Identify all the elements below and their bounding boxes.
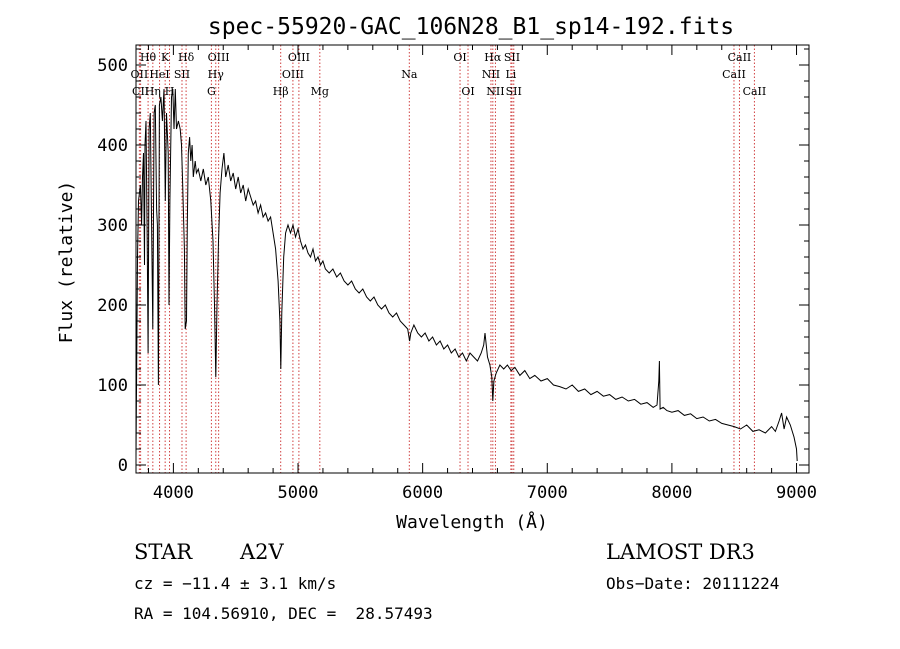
redshift-cz: cz = −11.4 ± 3.1 km/s xyxy=(134,574,337,593)
x-tick-label: 6000 xyxy=(402,483,443,503)
line-marker-label: SII xyxy=(506,85,522,98)
y-axis-ticks: 0 100 200 300 400 500 xyxy=(97,48,809,476)
x-axis-label: Wavelength (Å) xyxy=(396,511,548,533)
observation-date: Obs−Date: 20111224 xyxy=(606,574,780,593)
line-marker-label: HeI xyxy=(149,68,169,81)
line-marker-label: Hγ xyxy=(208,68,225,81)
chart-title: spec-55920-GAC_106N28_B1_sp14-192.fits xyxy=(208,14,734,40)
line-marker-label: Hθ xyxy=(140,51,157,64)
line-marker-label: SII xyxy=(504,51,520,64)
object-class: STAR xyxy=(134,540,193,564)
y-tick-label: 300 xyxy=(97,216,128,236)
line-marker-label: Hα xyxy=(484,51,502,64)
spectrum-line xyxy=(135,88,798,462)
x-tick-label: 8000 xyxy=(651,483,692,503)
line-marker-label: NII xyxy=(482,68,500,81)
y-tick-label: 0 xyxy=(118,456,128,476)
line-marker-label: OIII xyxy=(288,51,310,64)
line-marker-label: Hδ xyxy=(178,51,195,64)
plot-frame xyxy=(135,44,810,474)
line-marker-label: OII xyxy=(131,68,149,81)
line-marker-label: CaII xyxy=(728,51,752,64)
line-marker-label: G xyxy=(207,85,216,98)
line-marker-label: H xyxy=(165,85,175,98)
line-marker-label: Li xyxy=(505,68,516,81)
x-tick-label: 5000 xyxy=(278,483,319,503)
x-axis-ticks: 4000 5000 6000 7000 8000 9000 xyxy=(147,45,817,503)
y-axis-label: Flux (relative) xyxy=(56,181,77,344)
line-marker-label: CaII xyxy=(722,68,746,81)
survey-label: LAMOST DR3 xyxy=(606,540,755,564)
coordinates: RA = 104.56910, DEC = 28.57493 xyxy=(134,604,433,623)
line-marker-label: OI xyxy=(461,85,474,98)
line-marker-label: Hη xyxy=(145,85,161,98)
line-marker-label: CaII xyxy=(743,85,767,98)
line-marker-label: OIII xyxy=(208,51,230,64)
line-marker-label: SII xyxy=(174,68,190,81)
line-marker-label: OI xyxy=(453,51,466,64)
y-tick-label: 100 xyxy=(97,376,128,396)
line-marker-label: Na xyxy=(401,68,418,81)
line-marker-label: Mg xyxy=(311,85,329,98)
y-tick-label: 500 xyxy=(97,56,128,76)
line-marker-label: K xyxy=(161,51,170,64)
line-marker-label: Hβ xyxy=(273,85,289,98)
x-tick-label: 4000 xyxy=(153,483,194,503)
object-subclass: A2V xyxy=(240,540,284,564)
x-tick-label: 9000 xyxy=(776,483,817,503)
y-tick-label: 400 xyxy=(97,136,128,156)
line-marker-label: NII xyxy=(486,85,504,98)
x-tick-label: 7000 xyxy=(527,483,568,503)
line-marker-label: OIII xyxy=(282,68,304,81)
y-tick-label: 200 xyxy=(97,296,128,316)
line-markers xyxy=(138,45,755,473)
